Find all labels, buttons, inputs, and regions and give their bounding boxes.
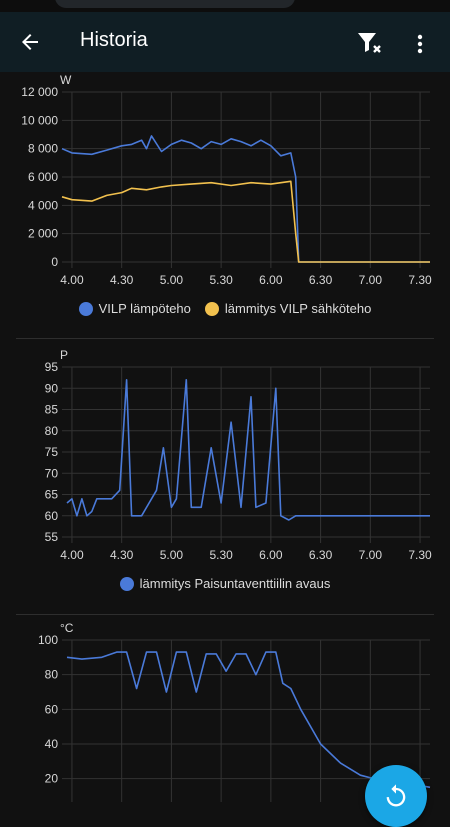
x-tick-label: 6.00: [259, 273, 283, 287]
y-tick-label: 75: [45, 445, 59, 459]
x-tick-label: 4.00: [60, 273, 84, 287]
x-tick-label: 4.30: [110, 273, 134, 287]
y-tick-label: 12 000: [21, 85, 58, 99]
legend-item-paisuntaventtiili[interactable]: lämmitys Paisuntaventtiilin avaus: [119, 576, 331, 591]
y-tick-label: 6 000: [28, 170, 58, 184]
y-tick-label: 4 000: [28, 198, 58, 212]
series-line-2: [61, 180, 430, 263]
unit-label: °C: [60, 621, 74, 635]
y-tick-label: 95: [45, 360, 59, 374]
y-tick-label: 20: [45, 772, 59, 786]
refresh-button[interactable]: [365, 765, 427, 827]
legend-label: lämmitys Paisuntaventtiilin avaus: [139, 576, 331, 591]
y-tick-label: 85: [45, 403, 59, 417]
x-tick-label: 5.30: [209, 548, 233, 562]
y-tick-label: 80: [45, 668, 59, 682]
x-tick-label: 6.00: [259, 548, 283, 562]
y-tick-label: 0: [51, 255, 58, 269]
legend-label: VILP lämpöteho: [98, 301, 191, 316]
y-tick-label: 8 000: [28, 142, 58, 156]
y-tick-label: 100: [38, 633, 58, 647]
x-tick-label: 7.00: [359, 273, 383, 287]
arrow-left-icon[interactable]: [18, 30, 42, 54]
series-line-1: [66, 379, 430, 521]
power-chart: W12 000 10 000 8 000 6 000 4 000 2 000 04.00 4.…: [21, 73, 432, 287]
card-divider: [16, 614, 434, 615]
card-divider: [16, 338, 434, 339]
y-tick-label: 70: [45, 466, 59, 480]
y-tick-label: 2 000: [28, 227, 58, 241]
app-bar: Historia: [0, 12, 450, 72]
x-tick-label: 6.30: [309, 273, 333, 287]
x-tick-label: 6.30: [309, 548, 333, 562]
page-title: Historia: [80, 29, 148, 51]
unit-label: W: [60, 73, 72, 87]
y-tick-label: 90: [45, 381, 59, 395]
x-tick-label: 7.30: [408, 273, 432, 287]
series-line-1: [61, 135, 430, 263]
y-tick-label: 55: [45, 530, 59, 544]
x-tick-label: 5.30: [209, 273, 233, 287]
unit-label: P: [60, 348, 68, 362]
refresh-icon: [386, 784, 406, 807]
filter-remove-icon[interactable]: [356, 30, 384, 56]
x-tick-label: 5.00: [160, 548, 184, 562]
valve-chart-legend: lämmitys Paisuntaventtiilin avaus: [0, 576, 450, 591]
notch: [55, 0, 295, 8]
series-line-1: [66, 651, 431, 789]
dots-vertical-icon[interactable]: [408, 32, 432, 56]
legend-label: lämmitys VILP sähköteho: [224, 301, 372, 316]
legend-item-vilp-lampoteho[interactable]: VILP lämpöteho: [78, 301, 191, 316]
power-chart-legend: VILP lämpöteho lämmitys VILP sähköteho: [0, 301, 450, 316]
x-tick-label: 7.00: [359, 548, 383, 562]
x-tick-label: 7.30: [408, 548, 432, 562]
y-tick-label: 80: [45, 424, 59, 438]
y-tick-label: 60: [45, 702, 59, 716]
status-bar: [0, 0, 450, 12]
legend-dot-blue: [78, 301, 93, 316]
y-tick-label: 60: [45, 509, 59, 523]
y-tick-label: 40: [45, 737, 59, 751]
y-tick-label: 65: [45, 488, 59, 502]
legend-dot-yellow: [204, 301, 219, 316]
x-tick-label: 4.00: [60, 548, 84, 562]
y-tick-label: 10 000: [21, 113, 58, 127]
x-tick-label: 4.30: [110, 548, 134, 562]
valve-chart: P95 90 85 80 75 70 65 60 554.00 4.30 5.00 5.30 6.00 6…: [45, 348, 432, 562]
legend-dot-blue: [119, 576, 134, 591]
x-tick-label: 5.00: [160, 273, 184, 287]
legend-item-vilp-sahkoteho[interactable]: lämmitys VILP sähköteho: [204, 301, 372, 316]
